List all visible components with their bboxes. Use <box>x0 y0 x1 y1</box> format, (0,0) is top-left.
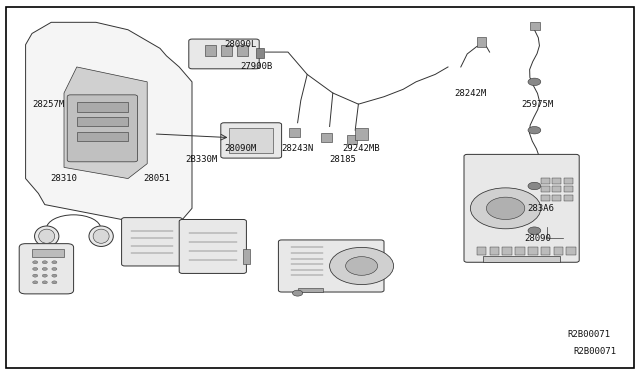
Polygon shape <box>64 67 147 179</box>
Bar <box>566 247 576 255</box>
Circle shape <box>52 261 57 264</box>
Bar <box>528 247 538 255</box>
Circle shape <box>346 257 378 275</box>
Text: 283A6: 283A6 <box>527 204 554 213</box>
Bar <box>541 195 550 201</box>
Bar <box>229 128 273 153</box>
Text: 28185: 28185 <box>329 155 356 164</box>
Bar <box>205 45 216 56</box>
Bar <box>256 48 264 58</box>
Text: 28243N: 28243N <box>282 144 314 153</box>
Circle shape <box>52 281 57 284</box>
Text: 28051: 28051 <box>143 174 170 183</box>
FancyBboxPatch shape <box>19 244 74 294</box>
Circle shape <box>33 261 38 264</box>
Ellipse shape <box>38 229 55 243</box>
Bar <box>32 249 64 257</box>
Bar <box>77 102 128 112</box>
Circle shape <box>486 197 525 219</box>
Polygon shape <box>26 22 192 223</box>
Bar <box>243 249 250 264</box>
Circle shape <box>528 182 541 190</box>
Bar <box>552 195 561 201</box>
Circle shape <box>292 290 303 296</box>
Circle shape <box>33 281 38 284</box>
Bar <box>298 288 323 292</box>
Bar <box>490 247 499 255</box>
Circle shape <box>528 78 541 86</box>
Bar <box>321 133 332 142</box>
Bar <box>289 128 300 137</box>
Text: 28090M: 28090M <box>224 144 256 153</box>
Text: 28257M: 28257M <box>32 100 64 109</box>
Text: 28242M: 28242M <box>454 89 486 97</box>
Bar <box>554 247 563 255</box>
Bar <box>237 45 248 56</box>
Circle shape <box>330 247 394 285</box>
Text: 28090: 28090 <box>524 234 551 243</box>
Bar <box>477 37 486 46</box>
Bar <box>77 117 128 126</box>
FancyBboxPatch shape <box>189 39 259 69</box>
FancyBboxPatch shape <box>464 154 579 262</box>
Bar <box>564 178 573 184</box>
Bar <box>552 178 561 184</box>
Ellipse shape <box>93 229 109 243</box>
Text: 29242MB: 29242MB <box>343 144 380 153</box>
Bar <box>502 247 512 255</box>
Circle shape <box>42 267 47 270</box>
Circle shape <box>528 126 541 134</box>
Circle shape <box>42 274 47 277</box>
Bar <box>477 247 486 255</box>
FancyBboxPatch shape <box>221 123 282 158</box>
Bar <box>564 195 573 201</box>
Bar <box>541 178 550 184</box>
Circle shape <box>52 267 57 270</box>
Bar <box>347 135 357 144</box>
Text: 25975M: 25975M <box>522 100 554 109</box>
Text: 28310: 28310 <box>51 174 77 183</box>
Bar <box>483 256 560 262</box>
Text: R2B00071: R2B00071 <box>567 330 611 339</box>
Bar <box>541 186 550 192</box>
Bar <box>530 22 540 30</box>
Ellipse shape <box>35 226 59 247</box>
Circle shape <box>470 188 541 229</box>
Circle shape <box>42 261 47 264</box>
FancyBboxPatch shape <box>278 240 384 292</box>
Text: 27900B: 27900B <box>240 62 272 71</box>
Circle shape <box>42 281 47 284</box>
Circle shape <box>52 274 57 277</box>
Text: 2B330M: 2B330M <box>186 155 218 164</box>
FancyBboxPatch shape <box>179 219 246 273</box>
Bar <box>355 128 368 140</box>
Circle shape <box>528 227 541 234</box>
Bar <box>515 247 525 255</box>
Bar <box>541 247 550 255</box>
Bar <box>221 45 232 56</box>
Bar <box>552 186 561 192</box>
Bar <box>564 186 573 192</box>
Circle shape <box>33 274 38 277</box>
FancyBboxPatch shape <box>67 95 138 162</box>
Bar <box>77 132 128 141</box>
Circle shape <box>33 267 38 270</box>
Text: R2B00071: R2B00071 <box>573 347 617 356</box>
Ellipse shape <box>89 226 113 247</box>
Text: 28090L: 28090L <box>224 40 256 49</box>
FancyBboxPatch shape <box>122 218 182 266</box>
